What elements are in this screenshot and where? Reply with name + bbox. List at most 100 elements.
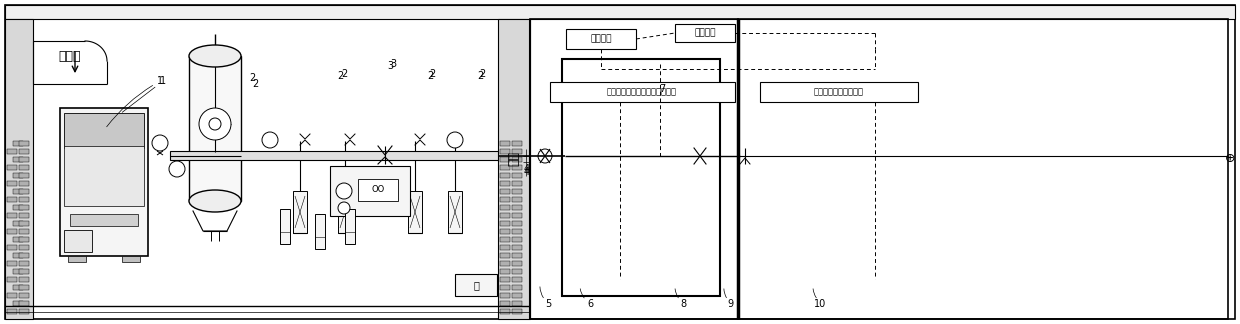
Bar — [12, 269, 24, 274]
Ellipse shape — [188, 190, 241, 212]
Bar — [7, 165, 17, 170]
Bar — [500, 309, 510, 314]
Bar — [7, 197, 17, 202]
Bar — [12, 157, 24, 162]
Bar — [565, 29, 636, 49]
Text: 7: 7 — [658, 84, 665, 94]
Bar — [19, 293, 29, 298]
Bar — [500, 245, 510, 250]
Text: 主控模块: 主控模块 — [590, 34, 611, 43]
Text: 增压补氧居住空间气压: 增压补氧居住空间气压 — [813, 87, 864, 97]
Text: 9: 9 — [727, 299, 733, 309]
Bar — [19, 229, 29, 234]
Bar — [512, 253, 522, 258]
Text: 3: 3 — [389, 59, 396, 69]
Bar — [512, 229, 522, 234]
Bar — [7, 181, 17, 186]
Bar — [408, 191, 422, 233]
Bar — [675, 24, 735, 42]
Bar — [500, 213, 510, 218]
Text: 1: 1 — [157, 76, 164, 86]
Text: 引风罩: 引风罩 — [58, 50, 81, 63]
Bar — [64, 146, 144, 206]
Bar — [500, 261, 510, 266]
Bar — [19, 213, 29, 218]
Text: 室外气压: 室外气压 — [694, 29, 715, 38]
Bar — [500, 197, 510, 202]
Bar — [12, 205, 24, 210]
Bar — [512, 213, 522, 218]
Bar — [500, 269, 510, 274]
Bar — [170, 151, 498, 160]
Text: 通风: 通风 — [507, 152, 521, 167]
Bar — [19, 285, 29, 290]
Bar — [738, 19, 1228, 319]
Bar — [512, 293, 522, 298]
Bar — [500, 157, 510, 162]
Bar — [12, 301, 24, 306]
Bar — [500, 181, 510, 186]
Text: 2: 2 — [479, 69, 485, 79]
Text: ⊕: ⊕ — [1225, 153, 1235, 166]
Bar — [315, 214, 325, 249]
Bar — [512, 189, 522, 194]
Bar — [330, 166, 410, 216]
Bar — [358, 179, 398, 201]
Bar — [12, 285, 24, 290]
Bar — [512, 269, 522, 274]
Bar — [12, 253, 24, 258]
Bar — [512, 165, 522, 170]
Bar — [455, 274, 497, 296]
Bar — [512, 277, 522, 282]
Bar — [7, 277, 17, 282]
Bar — [500, 301, 510, 306]
Bar — [500, 141, 510, 146]
Bar — [64, 113, 144, 148]
Bar — [7, 229, 17, 234]
Bar — [19, 277, 29, 282]
Text: 2: 2 — [429, 69, 435, 79]
Text: 2: 2 — [337, 71, 343, 81]
Bar — [7, 309, 17, 314]
Bar — [7, 293, 17, 298]
Text: 2: 2 — [341, 69, 347, 79]
Bar — [500, 237, 510, 242]
Bar — [500, 205, 510, 210]
Bar — [68, 256, 86, 262]
Bar — [19, 237, 29, 242]
Circle shape — [336, 183, 352, 199]
Circle shape — [339, 202, 350, 214]
Bar — [19, 141, 29, 146]
Bar — [7, 149, 17, 154]
Bar — [760, 82, 918, 102]
Bar — [19, 261, 29, 266]
Text: 2: 2 — [477, 71, 484, 81]
Bar — [512, 149, 522, 154]
Bar — [512, 205, 522, 210]
Bar — [512, 245, 522, 250]
Bar — [7, 213, 17, 218]
Text: 3: 3 — [387, 61, 393, 71]
Text: 1: 1 — [123, 76, 166, 112]
Circle shape — [210, 118, 221, 130]
Bar — [448, 191, 463, 233]
Bar — [122, 256, 140, 262]
Bar — [512, 221, 522, 226]
Bar — [512, 237, 522, 242]
Bar — [500, 277, 510, 282]
Bar — [19, 189, 29, 194]
Bar — [19, 221, 29, 226]
Text: 2: 2 — [249, 73, 255, 83]
Circle shape — [198, 108, 231, 140]
Bar — [512, 285, 522, 290]
Bar — [280, 209, 290, 244]
Bar — [293, 191, 308, 233]
Bar — [500, 173, 510, 178]
Text: 8: 8 — [680, 299, 686, 309]
Bar — [512, 173, 522, 178]
Bar — [19, 173, 29, 178]
Bar — [64, 230, 92, 252]
Bar — [19, 181, 29, 186]
Circle shape — [153, 135, 167, 151]
Bar — [19, 165, 29, 170]
